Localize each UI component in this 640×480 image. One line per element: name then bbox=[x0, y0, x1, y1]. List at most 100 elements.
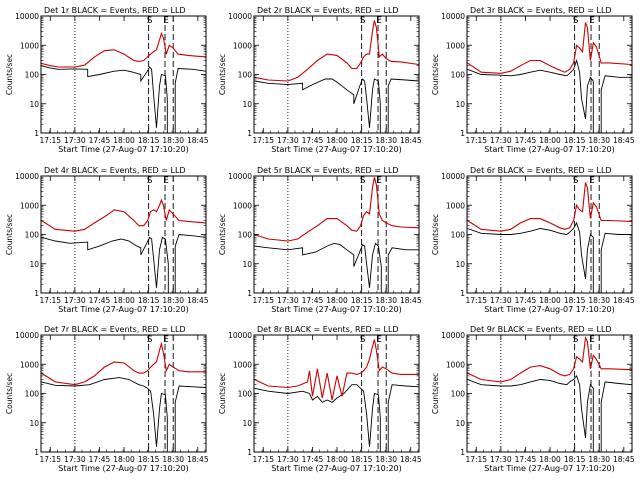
y-tick-label: 1 bbox=[247, 129, 252, 138]
x-tick-label: 18:30 bbox=[375, 455, 397, 464]
x-tick-label: 17:45 bbox=[515, 296, 537, 305]
y-axis-label: Counts/sec bbox=[431, 214, 440, 255]
x-axis-label: Start Time (27-Aug-07 17:10:20) bbox=[58, 305, 189, 314]
marker-label-E: E bbox=[589, 335, 595, 345]
x-tick-label: 18:00 bbox=[326, 455, 348, 464]
x-tick-label: 17:30 bbox=[277, 296, 299, 305]
lld-series-line bbox=[254, 177, 419, 242]
x-tick-label: 18:45 bbox=[400, 455, 422, 464]
panel-title: Det 3r BLACK = Events, RED = LLD bbox=[470, 6, 612, 15]
y-tick-label: 1000 bbox=[20, 41, 39, 50]
y-axis-label: Counts/sec bbox=[5, 373, 14, 414]
lld-series-line bbox=[467, 182, 632, 232]
x-tick-label: 17:30 bbox=[277, 136, 299, 145]
y-tick-label: 10000 bbox=[441, 172, 465, 181]
marker-label-E: E bbox=[163, 16, 169, 26]
y-tick-label: 10000 bbox=[15, 331, 39, 340]
x-tick-label: 18:15 bbox=[351, 136, 373, 145]
y-tick-label: 10000 bbox=[228, 12, 252, 21]
x-tick-label: 18:45 bbox=[613, 455, 635, 464]
x-tick-label: 17:45 bbox=[89, 455, 111, 464]
x-tick-label: 18:30 bbox=[588, 136, 610, 145]
x-tick-label: 18:15 bbox=[138, 136, 160, 145]
y-tick-label: 1000 bbox=[446, 360, 465, 369]
y-tick-label: 1 bbox=[460, 448, 465, 457]
x-tick-label: 18:00 bbox=[326, 296, 348, 305]
y-tick-label: 1 bbox=[34, 289, 39, 298]
x-tick-label: 18:45 bbox=[187, 136, 209, 145]
panel-title: Det 9r BLACK = Events, RED = LLD bbox=[470, 325, 612, 334]
x-tick-label: 18:00 bbox=[113, 296, 135, 305]
panel-title: Det 8r BLACK = Events, RED = LLD bbox=[257, 325, 399, 334]
events-series-line bbox=[467, 58, 632, 133]
x-tick-label: 18:15 bbox=[351, 455, 373, 464]
y-tick-label: 10000 bbox=[15, 172, 39, 181]
x-tick-label: 17:45 bbox=[302, 455, 324, 464]
y-tick-label: 1 bbox=[34, 448, 39, 457]
x-tick-label: 17:30 bbox=[490, 296, 512, 305]
panel-title: Det 7r BLACK = Events, RED = LLD bbox=[44, 325, 186, 334]
x-axis-label: Start Time (27-Aug-07 17:10:20) bbox=[271, 464, 402, 473]
x-tick-label: 18:00 bbox=[539, 455, 561, 464]
x-tick-label: 18:45 bbox=[400, 296, 422, 305]
x-tick-label: 18:15 bbox=[564, 136, 586, 145]
y-tick-label: 1000 bbox=[446, 201, 465, 210]
x-tick-label: 18:30 bbox=[588, 296, 610, 305]
lld-series-line bbox=[254, 20, 419, 82]
y-tick-label: 10 bbox=[29, 100, 39, 109]
x-tick-label: 18:45 bbox=[613, 136, 635, 145]
x-tick-label: 18:30 bbox=[162, 136, 184, 145]
x-tick-label: 17:45 bbox=[89, 296, 111, 305]
lld-series-line bbox=[467, 335, 632, 383]
panel-title: Det 2r BLACK = Events, RED = LLD bbox=[257, 6, 399, 15]
x-tick-label: 18:00 bbox=[539, 296, 561, 305]
x-tick-label: 17:45 bbox=[89, 136, 111, 145]
y-axis-label: Counts/sec bbox=[218, 214, 227, 255]
x-tick-label: 17:45 bbox=[515, 455, 537, 464]
y-axis-label: Counts/sec bbox=[5, 214, 14, 255]
x-axis-label: Start Time (27-Aug-07 17:10:20) bbox=[484, 145, 615, 154]
marker-label-S: S bbox=[573, 335, 579, 345]
x-tick-label: 17:15 bbox=[39, 296, 61, 305]
x-tick-label: 18:15 bbox=[138, 455, 160, 464]
x-tick-label: 17:30 bbox=[64, 455, 86, 464]
x-tick-label: 18:30 bbox=[375, 296, 397, 305]
y-tick-label: 100 bbox=[451, 231, 466, 240]
x-tick-label: 18:00 bbox=[113, 136, 135, 145]
y-tick-label: 100 bbox=[238, 231, 253, 240]
x-tick-label: 18:30 bbox=[375, 136, 397, 145]
x-tick-label: 18:15 bbox=[138, 296, 160, 305]
events-series-line bbox=[41, 377, 206, 452]
x-tick-label: 18:15 bbox=[564, 296, 586, 305]
lld-series-line bbox=[467, 22, 632, 74]
x-tick-label: 17:15 bbox=[39, 455, 61, 464]
x-axis-label: Start Time (27-Aug-07 17:10:20) bbox=[271, 305, 402, 314]
panel-title: Det 6r BLACK = Events, RED = LLD bbox=[470, 166, 612, 175]
x-tick-label: 17:15 bbox=[465, 455, 487, 464]
x-tick-label: 18:30 bbox=[588, 455, 610, 464]
events-series-line bbox=[41, 234, 206, 293]
x-tick-label: 17:15 bbox=[465, 296, 487, 305]
marker-label-S: S bbox=[573, 16, 579, 26]
y-tick-label: 10 bbox=[242, 419, 252, 428]
marker-label-E: E bbox=[376, 176, 382, 186]
marker-label-S: S bbox=[147, 176, 153, 186]
y-tick-label: 1 bbox=[247, 289, 252, 298]
events-series-line bbox=[254, 384, 419, 452]
x-tick-label: 18:45 bbox=[187, 296, 209, 305]
x-tick-label: 18:30 bbox=[162, 455, 184, 464]
x-tick-label: 18:45 bbox=[187, 455, 209, 464]
x-tick-label: 17:45 bbox=[302, 136, 324, 145]
y-axis-label: Counts/sec bbox=[5, 54, 14, 95]
y-tick-label: 1000 bbox=[233, 41, 252, 50]
lld-series-line bbox=[254, 339, 419, 401]
lld-series-line bbox=[41, 341, 206, 386]
y-tick-label: 1000 bbox=[233, 360, 252, 369]
marker-label-E: E bbox=[376, 335, 382, 345]
